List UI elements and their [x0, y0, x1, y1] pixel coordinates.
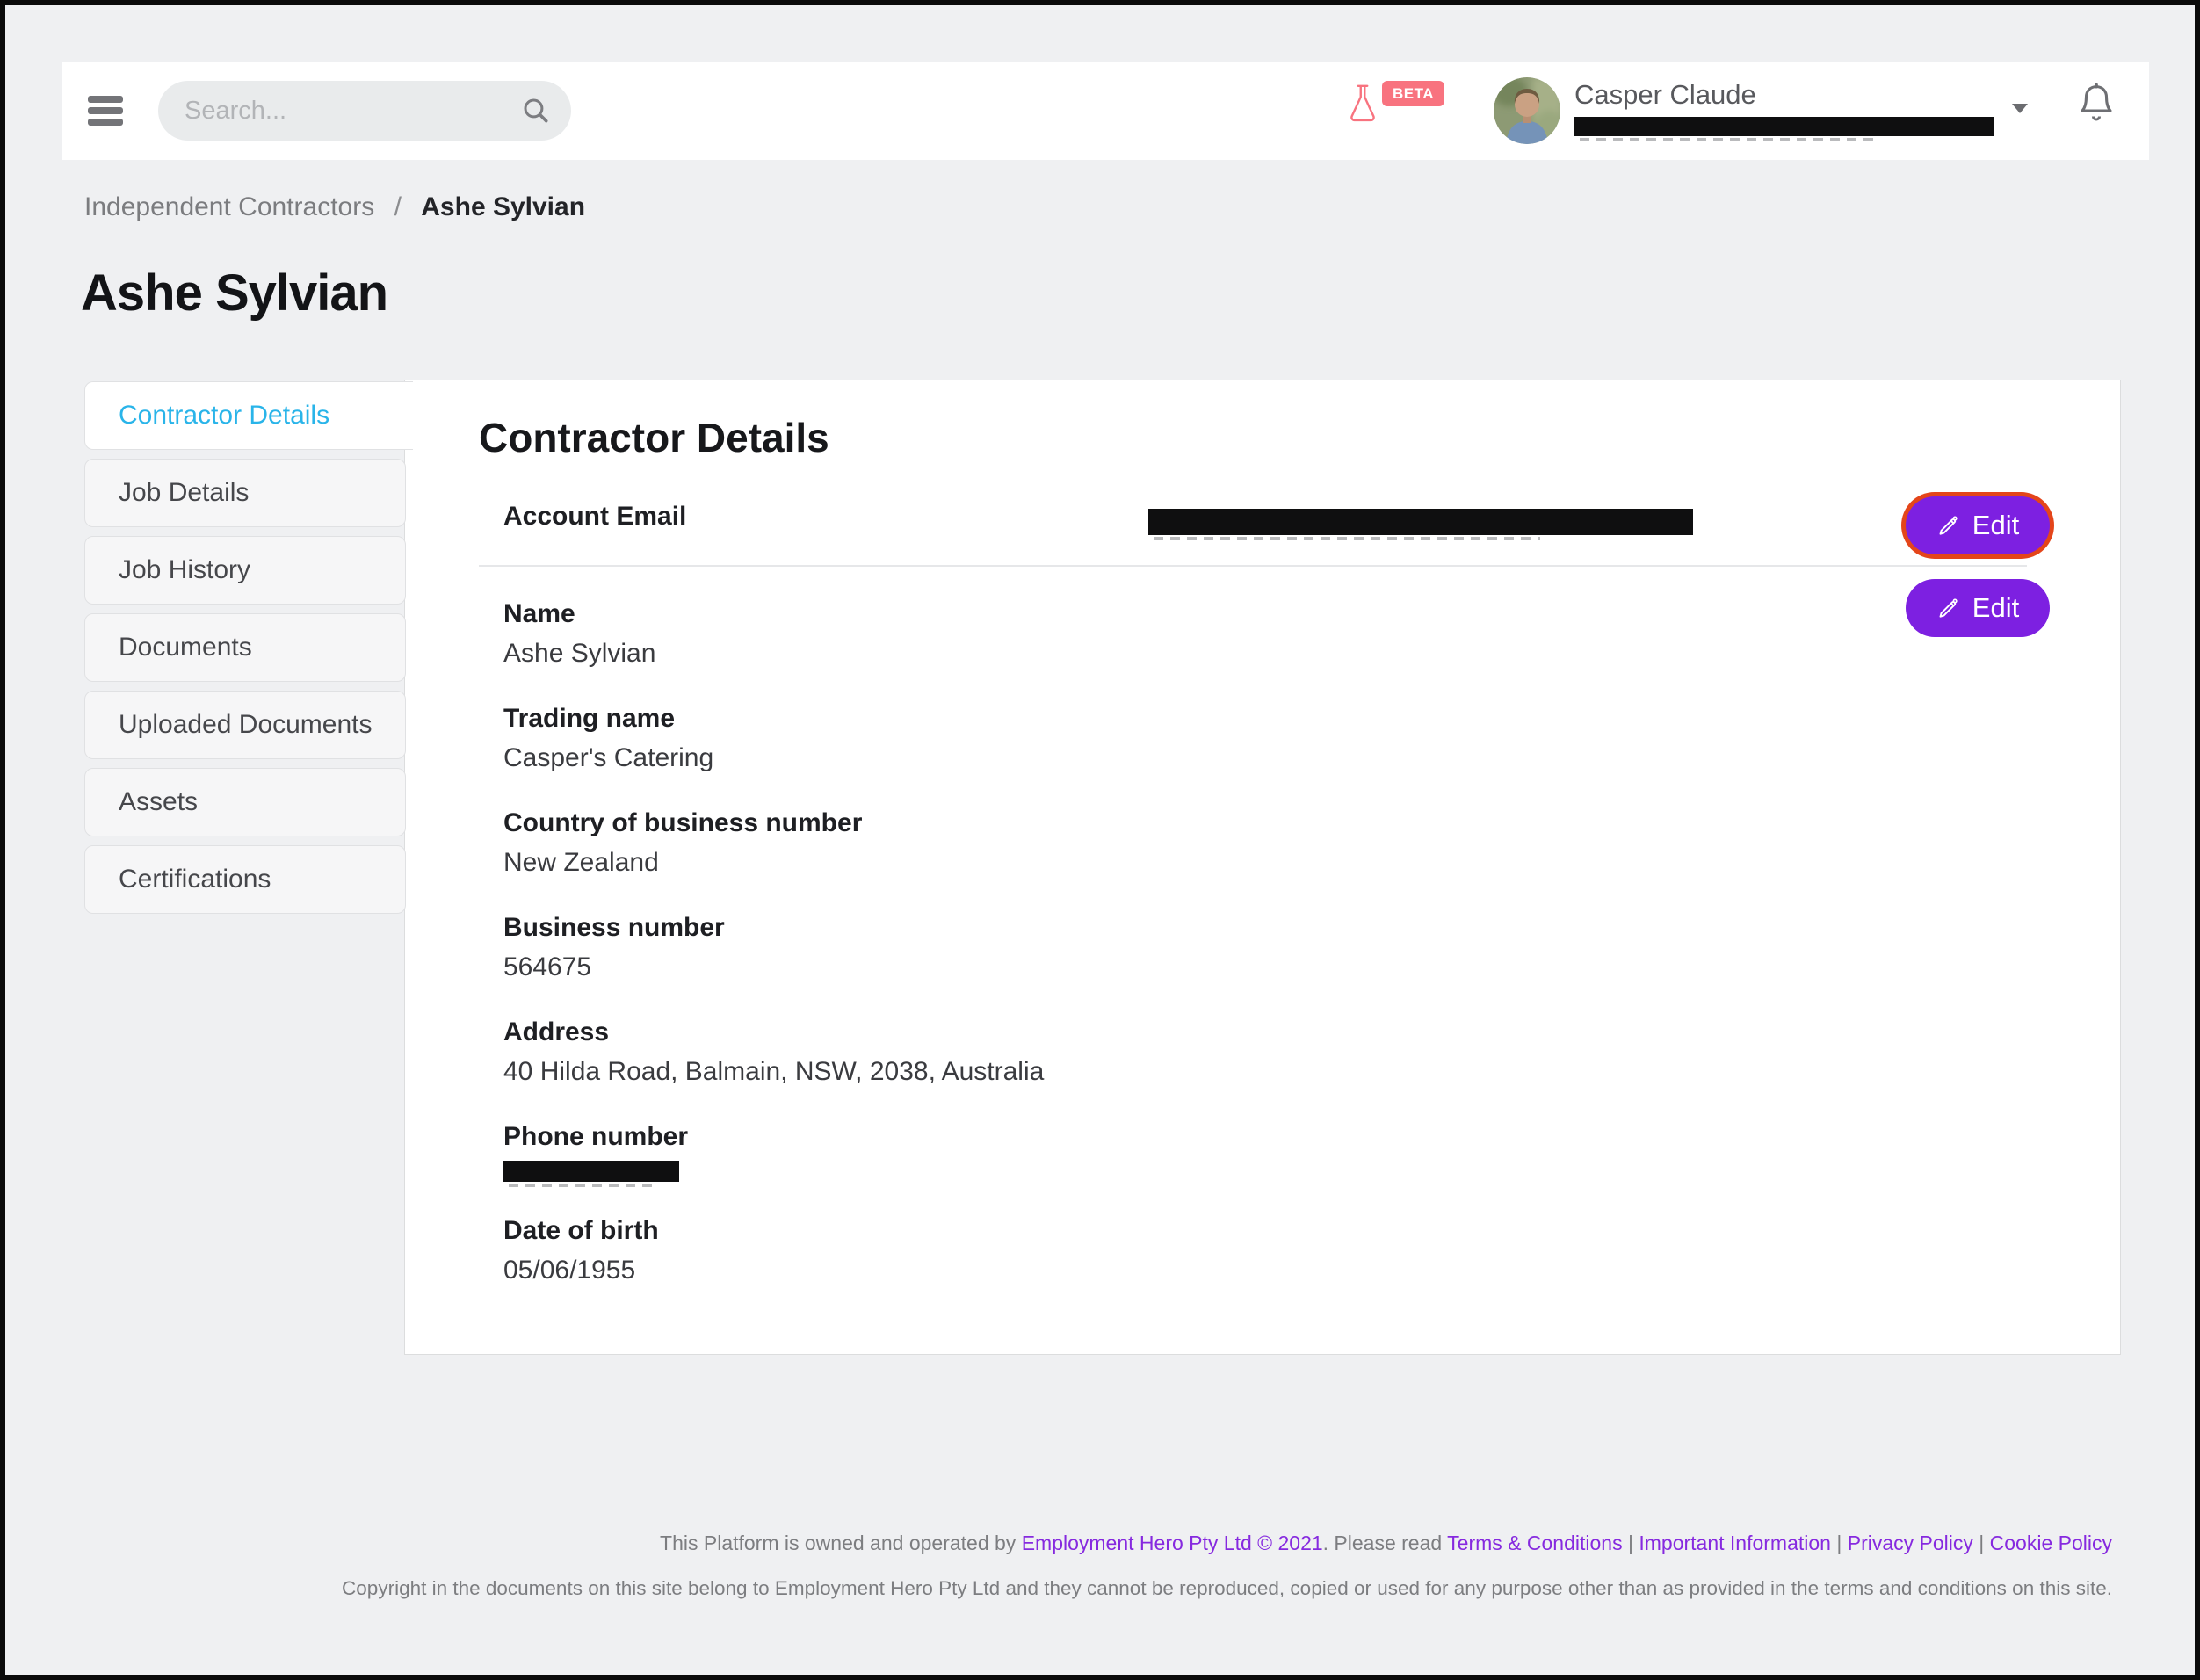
side-tabs: Contractor Details Job Details Job Histo… — [84, 381, 413, 923]
sidebar-tab-uploaded-documents[interactable]: Uploaded Documents — [84, 691, 406, 759]
divider — [479, 565, 2027, 567]
field-country-of-business-number: Country of business number New Zealand — [503, 808, 863, 877]
footer-copyright-line: Copyright in the documents on this site … — [342, 1577, 2112, 1599]
breadcrumb-link-independent-contractors[interactable]: Independent Contractors — [84, 192, 375, 221]
footer-link-terms-conditions[interactable]: Terms & Conditions — [1447, 1532, 1623, 1554]
user-name: Casper Claude — [1574, 79, 1756, 110]
redacted-user-email — [1574, 117, 1994, 141]
search-icon — [524, 98, 548, 123]
edit-account-email-button[interactable]: Edit — [1906, 496, 2050, 554]
field-date-of-birth: Date of birth 05/06/1955 — [503, 1216, 659, 1285]
notifications-bell-icon[interactable] — [2079, 81, 2114, 127]
footer-text: | — [1830, 1532, 1848, 1554]
footer: This Platform is owned and operated by E… — [11, 1531, 2189, 1600]
chevron-down-icon[interactable] — [2012, 104, 2028, 113]
redacted-phone-number-value — [503, 1161, 679, 1187]
menu-icon[interactable] — [88, 91, 123, 130]
beta-badge: BETA — [1381, 81, 1444, 106]
sidebar-tab-job-details[interactable]: Job Details — [84, 459, 406, 527]
footer-text: . Please read — [1322, 1532, 1448, 1554]
footer-link-important-information[interactable]: Important Information — [1639, 1532, 1831, 1554]
footer-text: | — [1972, 1532, 1990, 1554]
user-menu[interactable]: Casper Claude — [1574, 79, 1994, 141]
footer-link-employment-hero-pty-ltd-2021[interactable]: Employment Hero Pty Ltd © 2021 — [1021, 1532, 1323, 1554]
fields-list: Name Ashe Sylvian Trading name Casper's … — [503, 598, 1777, 1320]
field-business-number: Business number 564675 — [503, 913, 725, 981]
footer-link-privacy-policy[interactable]: Privacy Policy — [1847, 1532, 1973, 1554]
avatar[interactable] — [1494, 77, 1560, 144]
page-title: Ashe Sylvian — [81, 264, 388, 322]
sidebar-tab-assets[interactable]: Assets — [84, 768, 406, 836]
sidebar-tab-documents[interactable]: Documents — [84, 613, 406, 682]
field-name: Name Ashe Sylvian — [503, 599, 656, 668]
pencil-icon — [1939, 598, 1958, 618]
field-trading-name: Trading name Casper's Catering — [503, 704, 714, 772]
search-box[interactable] — [158, 81, 571, 141]
footer-text: This Platform is owned and operated by — [660, 1532, 1022, 1554]
footer-text: | — [1622, 1532, 1639, 1554]
footer-link-cookie-policy[interactable]: Cookie Policy — [1989, 1532, 2112, 1554]
panel-heading: Contractor Details — [479, 415, 829, 460]
breadcrumb-separator: / — [394, 192, 402, 221]
breadcrumb-current: Ashe Sylvian — [421, 192, 586, 221]
sidebar-tab-certifications[interactable]: Certifications — [84, 845, 406, 914]
field-phone-number: Phone number — [503, 1121, 1777, 1187]
topbar-right-group: BETA — [1347, 77, 2114, 144]
edit-name-button[interactable]: Edit — [1906, 579, 2050, 637]
beta-flask-icon — [1350, 84, 1375, 122]
account-email-label: Account Email — [503, 502, 687, 531]
sidebar-tab-contractor-details[interactable]: Contractor Details — [84, 381, 413, 450]
breadcrumb: Independent Contractors / Ashe Sylvian — [84, 192, 585, 222]
sidebar-tab-job-history[interactable]: Job History — [84, 536, 406, 605]
pencil-icon — [1939, 516, 1958, 535]
redacted-account-email — [1148, 509, 1693, 540]
field-address: Address 40 Hilda Road, Balmain, NSW, 203… — [503, 1017, 1045, 1086]
search-input[interactable] — [158, 81, 571, 141]
top-navigation-bar: BETA — [62, 62, 2149, 160]
footer-legal-line: This Platform is owned and operated by E… — [11, 1531, 2112, 1555]
contractor-details-panel: Contractor Details Account Email Edit Ed… — [404, 380, 2121, 1355]
